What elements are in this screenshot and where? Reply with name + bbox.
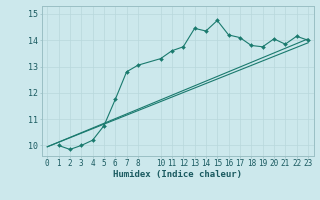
X-axis label: Humidex (Indice chaleur): Humidex (Indice chaleur) [113,170,242,179]
